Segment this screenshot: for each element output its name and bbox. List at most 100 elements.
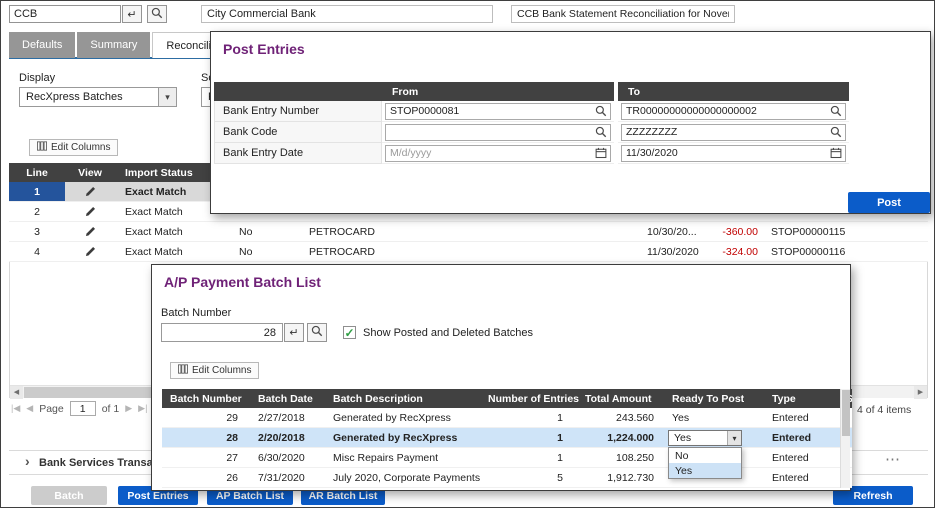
bank-code-to-input[interactable]	[622, 124, 827, 140]
show-posted-checkbox[interactable]: ✓	[343, 326, 356, 339]
go-button[interactable]: ↵	[284, 323, 304, 342]
chevron-down-icon: ▾	[158, 88, 176, 106]
go-button[interactable]: ↵	[122, 5, 142, 23]
batch-description-cell: Generated by RecXpress	[333, 431, 458, 444]
search-icon[interactable]	[595, 126, 607, 138]
import-status-cell: Exact Match	[125, 245, 183, 258]
row-label: Bank Entry Date	[214, 143, 382, 164]
search-icon[interactable]	[830, 126, 842, 138]
column-header-line[interactable]: Line	[26, 166, 48, 179]
bank-entry-date-row: Bank Entry Date	[214, 143, 849, 164]
row-label: Bank Entry Number	[214, 101, 382, 122]
payee-cell: PETROCARD	[309, 245, 375, 258]
view-pencil-icon[interactable]	[65, 186, 115, 197]
bank-code-from-input[interactable]	[386, 124, 592, 140]
search-icon[interactable]	[595, 105, 607, 117]
column-header-type[interactable]: Type	[772, 392, 796, 405]
statement-description-field	[511, 5, 735, 23]
batch-row[interactable]: 29 2/27/2018 Generated by RecXpress 1 24…	[162, 408, 852, 428]
edit-columns-button[interactable]: Edit Columns	[170, 362, 260, 379]
display-label: Display	[19, 72, 56, 84]
post-button[interactable]: Post	[848, 192, 930, 213]
tab-defaults[interactable]: Defaults	[9, 32, 76, 58]
batch-button[interactable]: Batch	[31, 486, 107, 505]
batch-number-cell: 28	[226, 431, 238, 444]
bank-entry-number-from-input[interactable]	[386, 103, 592, 119]
next-page-icon[interactable]: ▶	[125, 403, 133, 413]
view-pencil-icon[interactable]	[65, 246, 115, 257]
date-cell: 10/30/20...	[647, 225, 697, 238]
batch-description-cell: Misc Repairs Payment	[333, 451, 439, 464]
batch-row[interactable]: 27 6/30/2020 Misc Repairs Payment 1 108.…	[162, 448, 852, 468]
table-row[interactable]: 3 Exact Match No PETROCARD 10/30/20... -…	[9, 222, 928, 242]
payee-cell: PETROCARD	[309, 225, 375, 238]
vertical-scrollbar[interactable]	[840, 389, 850, 488]
option-yes[interactable]: Yes	[669, 463, 741, 478]
matched-cell: No	[239, 225, 253, 238]
display-dropdown-value: RecXpress Batches	[26, 91, 123, 103]
line-cell: 1	[9, 182, 65, 201]
table-row[interactable]: 4 Exact Match No PETROCARD 11/30/2020 -3…	[9, 242, 928, 262]
page-number-input[interactable]	[69, 401, 96, 416]
view-pencil-icon[interactable]	[65, 206, 115, 217]
enter-icon: ↵	[127, 8, 137, 21]
bank-code-finder-button[interactable]	[147, 5, 167, 23]
display-dropdown[interactable]: RecXpress Batches ▾	[19, 87, 177, 107]
bank-entry-date-to-input[interactable]	[622, 145, 827, 161]
matched-cell: No	[239, 245, 253, 258]
column-header-batch-description[interactable]: Batch Description	[333, 392, 423, 405]
calendar-icon[interactable]	[595, 147, 607, 159]
total-amount-cell: 1,912.730	[607, 471, 654, 484]
bank-entry-number-to-input[interactable]	[622, 103, 827, 119]
entries-cell: 1	[557, 431, 563, 444]
ready-to-post-value: Yes	[674, 432, 692, 444]
batch-row[interactable]: 28 2/20/2018 Generated by RecXpress 1 1,…	[162, 428, 852, 448]
more-actions-icon[interactable]: ⋯	[885, 451, 900, 468]
to-column-header: To	[618, 82, 849, 101]
column-header-ready-to-post[interactable]: Ready To Post	[672, 392, 745, 405]
column-header-import-status[interactable]: Import Status	[125, 166, 193, 179]
bank-services-transactions-section[interactable]: Bank Services Transactions	[39, 457, 186, 469]
reference-cell: STOP00000116	[771, 245, 846, 258]
scrollbar-thumb[interactable]	[842, 390, 850, 436]
batch-row[interactable]: 26 7/31/2020 July 2020, Corporate Paymen…	[162, 468, 852, 488]
type-cell: Entered	[772, 451, 809, 464]
amount-cell: -324.00	[722, 245, 758, 258]
scroll-right-icon[interactable]: ▶	[914, 385, 927, 399]
column-header-batch-date[interactable]: Batch Date	[258, 392, 313, 405]
tab-summary[interactable]: Summary	[77, 32, 151, 58]
dialog-title: Post Entries	[223, 41, 305, 57]
column-header-batch-number[interactable]: Batch Number	[170, 392, 242, 405]
bank-code-input[interactable]	[9, 5, 121, 23]
batch-description-cell: Generated by RecXpress	[333, 411, 451, 424]
dialog-title: A/P Payment Batch List	[164, 274, 321, 290]
search-icon[interactable]	[830, 105, 842, 117]
bank-entry-date-from-input[interactable]	[386, 145, 592, 161]
first-page-icon[interactable]: |◀	[11, 403, 21, 413]
edit-columns-button[interactable]: Edit Columns	[29, 139, 119, 156]
prev-page-icon[interactable]: ◀	[26, 403, 34, 413]
search-icon	[311, 325, 323, 340]
view-pencil-icon[interactable]	[65, 226, 115, 237]
batch-finder-button[interactable]	[307, 323, 327, 342]
ready-to-post-select[interactable]: Yes ▾	[668, 430, 742, 446]
batch-date-cell: 2/27/2018	[258, 411, 305, 424]
last-page-icon[interactable]: ▶|	[138, 403, 148, 413]
column-header-number-of-entries[interactable]: Number of Entries	[488, 392, 580, 405]
option-no[interactable]: No	[675, 449, 689, 462]
refresh-button[interactable]: Refresh	[833, 486, 913, 505]
entries-cell: 1	[557, 451, 563, 464]
empty-header-cell	[214, 82, 382, 101]
amount-cell: -360.00	[722, 225, 758, 238]
column-header-view[interactable]: View	[78, 166, 102, 179]
calendar-icon[interactable]	[830, 147, 842, 159]
batch-number-cell: 26	[226, 471, 238, 484]
pagination: |◀ ◀ Page of 1 ▶ ▶|	[11, 401, 147, 416]
expand-chevron-icon[interactable]: ›	[25, 453, 30, 469]
columns-icon	[178, 364, 188, 377]
scroll-left-icon[interactable]: ◀	[10, 385, 23, 399]
import-status-cell: Exact Match	[125, 225, 183, 238]
column-header-total-amount[interactable]: Total Amount	[585, 392, 652, 405]
batch-number-input[interactable]	[161, 323, 283, 342]
import-status-cell: Exact Match	[125, 185, 187, 198]
